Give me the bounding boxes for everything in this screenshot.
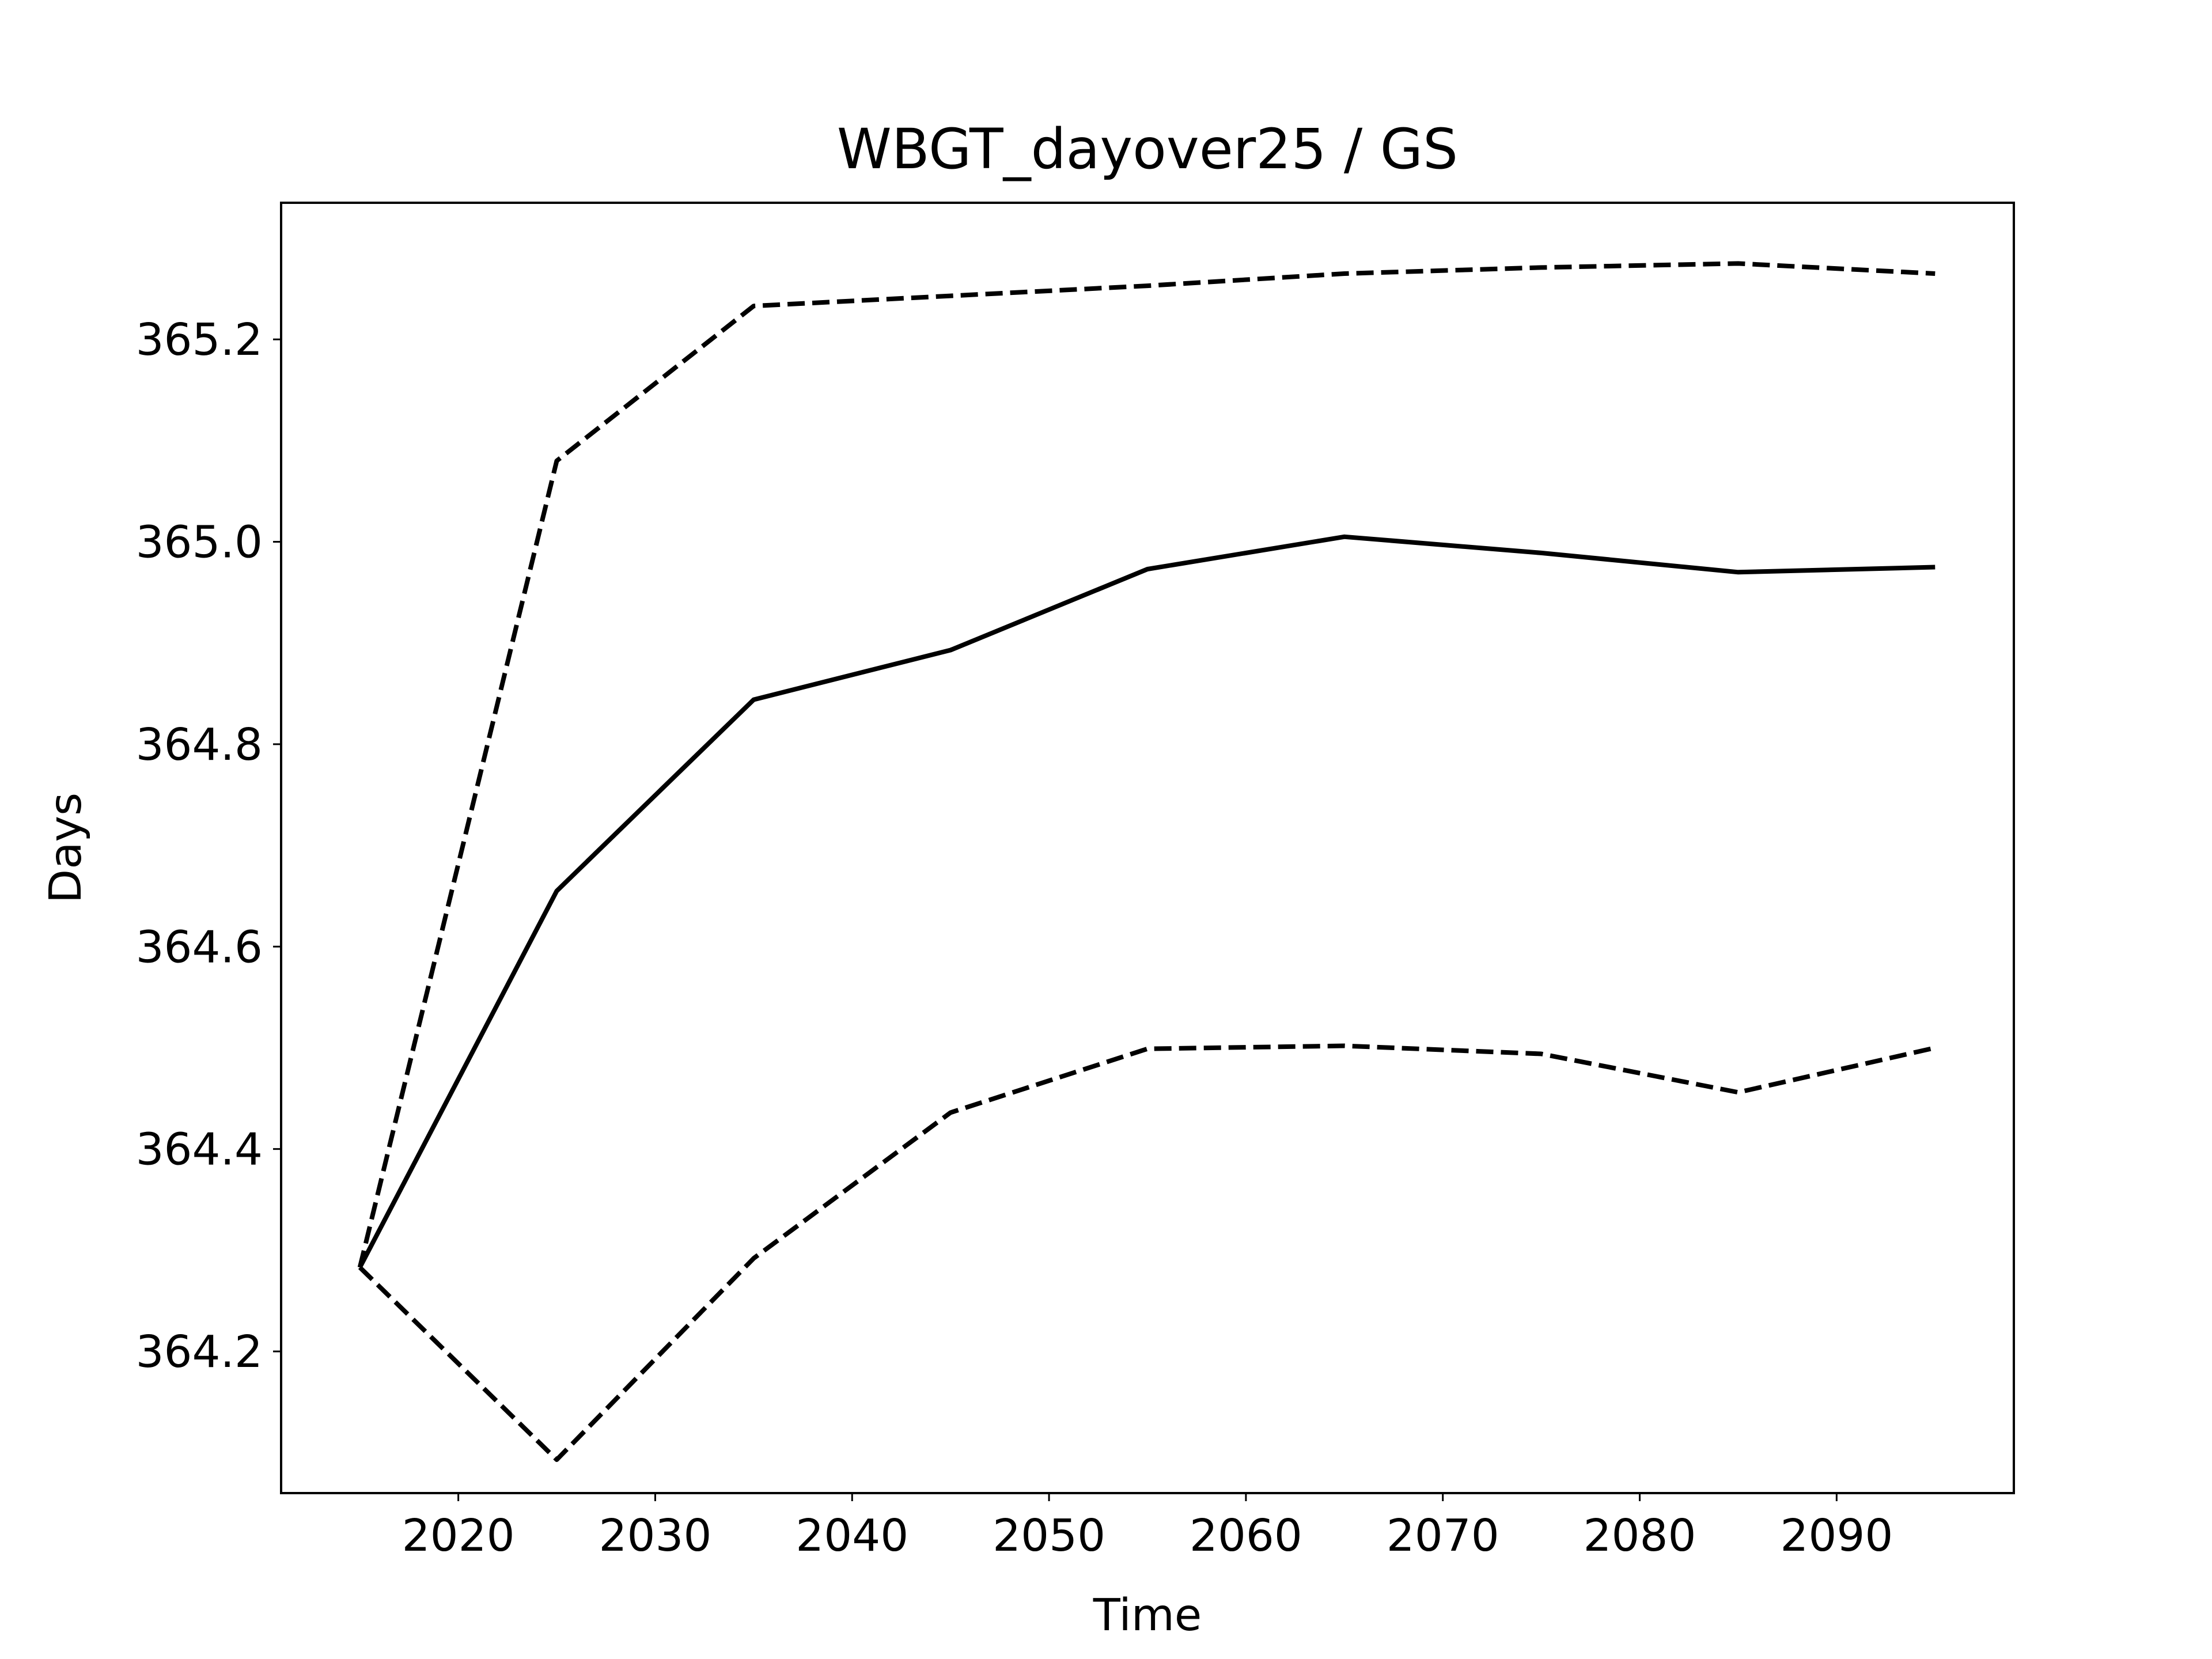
y-tick-label: 364.2 [136,1327,263,1378]
series-line-2 [357,261,1936,1268]
series-layer [357,261,1936,1462]
y-tick-label: 365.0 [136,517,263,569]
x-axis: 2020 2030 2040 2050 2060 2070 2080 2090 [402,1493,1893,1562]
y-axis-label: Days [40,793,92,903]
y-tick-label: 364.6 [136,922,263,973]
y-tick-label: 364.8 [136,719,263,771]
x-tick-label: 2060 [1190,1510,1302,1562]
x-tick-label: 2030 [599,1510,711,1562]
series-line-1 [358,534,1936,1269]
y-tick-label: 364.4 [136,1124,263,1176]
x-tick-label: 2070 [1387,1510,1499,1562]
y-axis: 364.2 364.4 364.6 364.8 365.0 365.2 [136,315,281,1378]
y-tick-label: 365.2 [136,315,263,366]
x-tick-label: 2020 [402,1510,515,1562]
x-tick-label: 2040 [796,1510,908,1562]
chart-title: WBGT_dayover25 / GS [837,117,1458,181]
series-line-3 [358,1043,1936,1462]
x-axis-label: Time [1093,1590,1202,1641]
x-tick-label: 2080 [1584,1510,1696,1562]
x-tick-label: 2050 [993,1510,1105,1562]
plot-frame [280,202,2015,1494]
x-tick-label: 2090 [1780,1510,1893,1562]
